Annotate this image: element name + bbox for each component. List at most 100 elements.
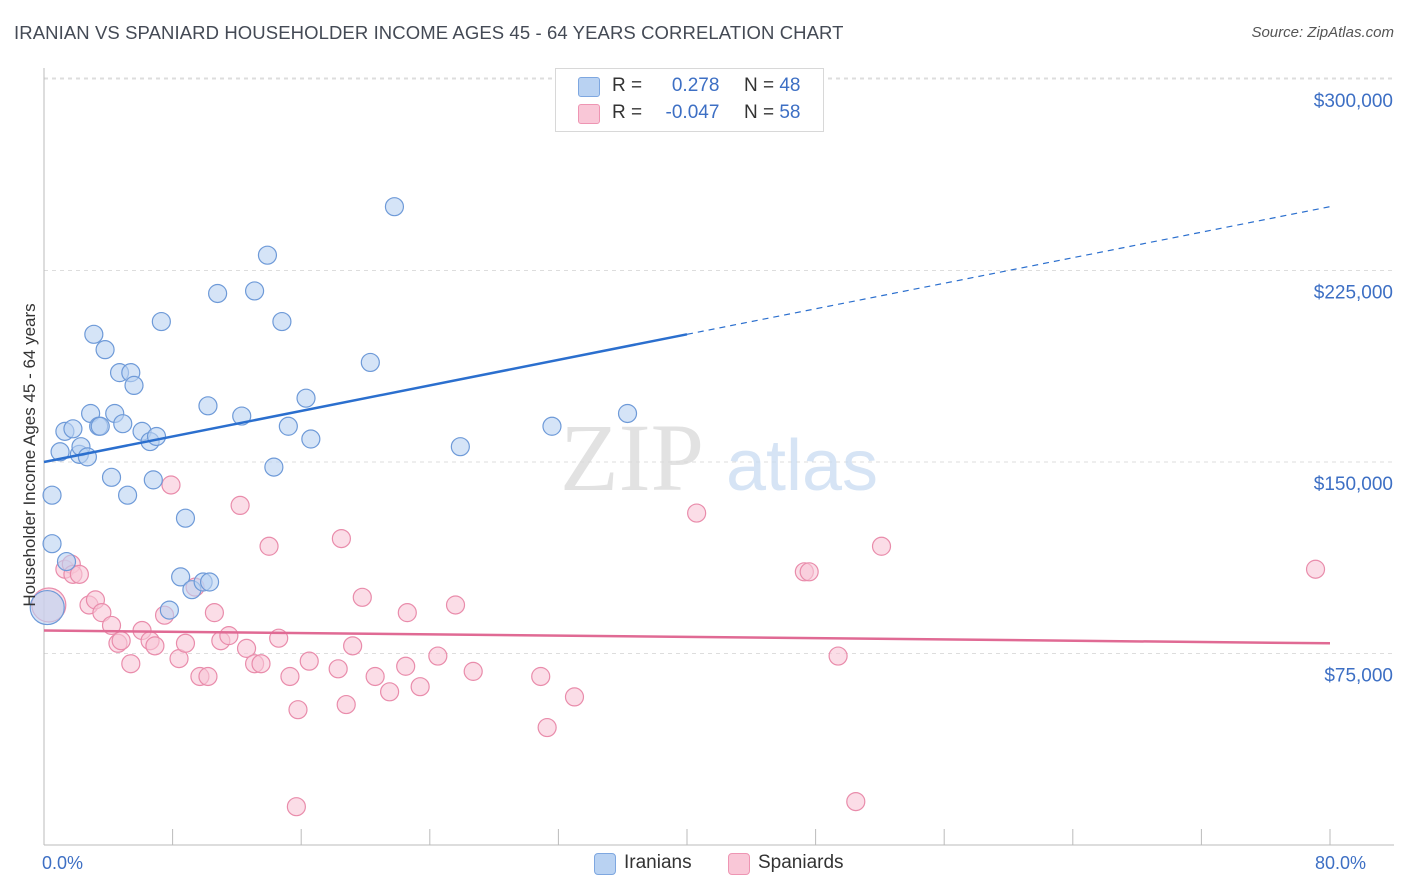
iranian-point [42, 534, 62, 554]
iranian-point [90, 416, 110, 436]
legend-n-value-spaniards: 58 [779, 102, 801, 123]
iranian-point [208, 283, 228, 304]
x-tick-min: 0.0% [42, 853, 84, 873]
legend-r-value-iranians: 0.278 [671, 75, 720, 96]
spaniard-point [251, 654, 271, 674]
y-tick-label: $225,000 [1314, 283, 1393, 304]
spaniard-point [175, 633, 196, 653]
iranian-point [244, 281, 265, 301]
legend-swatch-iranians [578, 77, 600, 97]
spaniard-point [111, 631, 131, 651]
iranian-point [29, 589, 65, 626]
spaniard-point [286, 797, 306, 817]
legend-r-label: R = [612, 102, 643, 123]
y-tick-label: $150,000 [1314, 474, 1393, 495]
spaniard-point [828, 646, 848, 666]
watermark-atlas: atlas [726, 426, 878, 506]
iranian-point [257, 245, 278, 265]
chart-title: IRANIAN VS SPANIARD HOUSEHOLDER INCOME A… [14, 22, 844, 43]
spaniard-point [846, 791, 866, 812]
correlation-legend: R = 0.278 N = 48 R = -0.047 N = 58 [555, 68, 824, 132]
iranian-point [199, 572, 220, 592]
spaniard-point [219, 626, 239, 646]
iranian-point [301, 429, 321, 449]
iranian-point [151, 311, 171, 332]
spaniard-point [445, 595, 466, 615]
source-label: Source: ZipAtlas.com [1251, 24, 1394, 41]
iranian-point [450, 437, 470, 457]
iranian-point [272, 311, 292, 332]
iranian-point [278, 416, 298, 436]
legend-n-label: N = [743, 75, 775, 96]
spaniard-point [230, 495, 250, 516]
spaniard-point [799, 562, 819, 582]
iranian-point [198, 396, 218, 416]
iranian-point [617, 403, 638, 424]
iranian-point [264, 457, 284, 477]
watermark: ZIP atlas [560, 404, 878, 511]
spaniard-point [331, 528, 351, 549]
iranian-point [101, 467, 122, 487]
spaniard-point [428, 646, 448, 666]
spaniard-point [328, 659, 348, 679]
bottom-legend-swatch-spaniards [728, 853, 750, 875]
spaniard-point [396, 656, 416, 676]
iranian-point [146, 426, 167, 447]
iranian-point [63, 419, 83, 439]
spaniard-point [537, 717, 557, 738]
spaniard-point [380, 682, 400, 702]
spaniard-point [463, 661, 483, 681]
spaniard-point [410, 677, 430, 697]
bottom-legend-swatch-iranians [594, 853, 616, 875]
iranian-point [542, 416, 562, 436]
axes [43, 68, 1394, 846]
spaniard-point [236, 638, 257, 658]
spaniard-point [145, 636, 165, 656]
iranian-point [171, 567, 191, 587]
spaniard-point [365, 666, 385, 687]
spaniard-point [397, 603, 417, 623]
spaniard-point [69, 564, 89, 584]
spaniard-point [687, 503, 707, 523]
iranian-point [77, 447, 98, 467]
iranian-point [42, 485, 62, 505]
iranian-point [143, 470, 163, 490]
iranian-point [159, 600, 179, 620]
iranian-point [113, 414, 133, 434]
iranian-point [95, 340, 115, 360]
iranians-trend-line [43, 333, 688, 464]
iranian-point [232, 406, 252, 426]
iranians-points [29, 197, 638, 626]
spaniard-point [352, 587, 372, 607]
spaniards-points [31, 475, 1326, 817]
iranian-point [175, 508, 196, 528]
iranian-point [384, 197, 405, 217]
spaniard-point [336, 694, 356, 715]
bottom-legend-label-spaniards: Spaniards [758, 852, 844, 873]
iranian-point [50, 442, 70, 462]
iranian-point [84, 324, 104, 344]
grid-lines [44, 77, 1394, 654]
spaniard-point [531, 666, 551, 687]
iranian-point [56, 551, 77, 572]
y-tick-labels: $75,000 $150,000 $225,000 $300,000 [1314, 91, 1393, 687]
legend-r-label: R = [612, 75, 643, 96]
spaniards-trend-line [43, 629, 1331, 645]
legend-n-label: N = [743, 102, 775, 123]
spaniard-point [343, 636, 363, 656]
spaniard-point [288, 700, 308, 720]
y-tick-label: $75,000 [1324, 666, 1393, 687]
iranian-point [296, 388, 316, 408]
legend-swatch-spaniards [578, 104, 600, 124]
spaniard-point [1305, 559, 1326, 579]
spaniard-point [92, 603, 112, 623]
y-tick-label: $300,000 [1314, 91, 1393, 112]
spaniard-point [198, 666, 218, 687]
spaniard-point [871, 536, 892, 556]
legend-r-value-spaniards: -0.047 [665, 102, 720, 123]
spaniard-point [161, 475, 181, 495]
trend-lines [43, 206, 1331, 645]
legend-n-value-iranians: 48 [779, 75, 801, 96]
iranian-point [360, 352, 380, 373]
